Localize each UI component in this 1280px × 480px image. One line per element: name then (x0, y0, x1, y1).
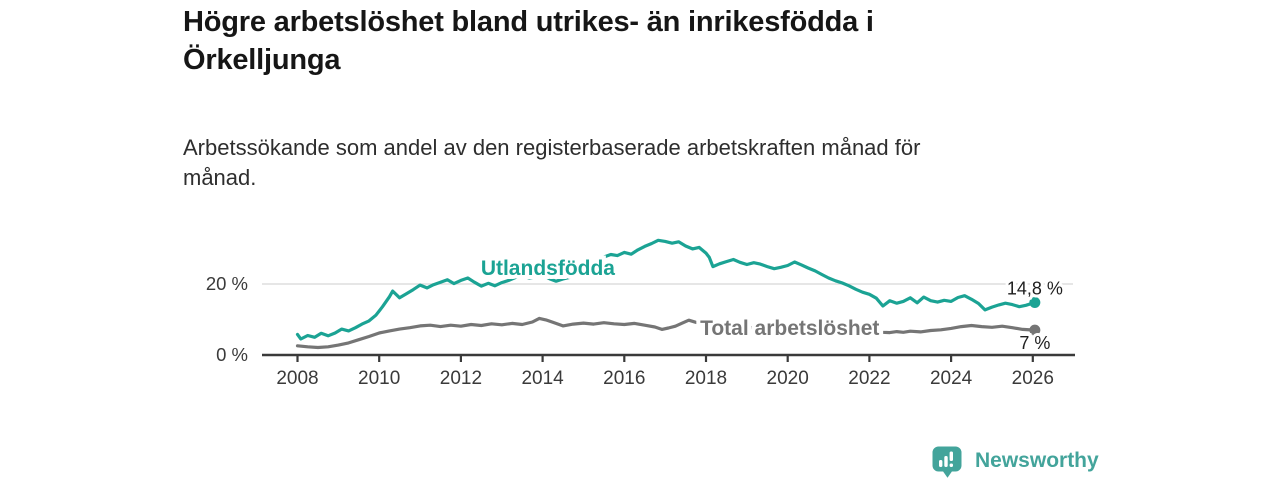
chart-subtitle-line-2: månad. (183, 165, 257, 190)
chart-subtitle: Arbetssökande som andel av den registerb… (183, 133, 1083, 193)
newsworthy-wordmark: Newsworthy (975, 449, 1099, 472)
series-end-dot (1029, 296, 1041, 308)
x-tick-label: 2012 (440, 368, 482, 389)
x-tick-label: 2020 (767, 368, 809, 389)
chart-title-line-2: Örkelljunga (183, 44, 341, 76)
x-tick-label: 2022 (848, 368, 890, 389)
chart-title-line-1: Högre arbetslöshet bland utrikes- än inr… (183, 6, 874, 38)
newsworthy-bar-chart-icon (932, 446, 962, 478)
x-tick-label: 2026 (1012, 368, 1054, 389)
y-tick-label: 20 % (206, 273, 248, 294)
series-name-label: Utlandsfödda (481, 257, 615, 280)
series-end-value-label: 7 % (1019, 333, 1050, 353)
x-tick-label: 2024 (930, 368, 973, 389)
series-line-utlandsfodda (295, 238, 1037, 341)
x-tick-label: 2016 (603, 368, 645, 389)
x-tick-label: 2014 (521, 368, 564, 389)
y-tick-label: 0 % (216, 344, 248, 365)
x-tick-label: 2018 (685, 368, 727, 389)
chart-title: Högre arbetslöshet bland utrikes- än inr… (183, 3, 1083, 79)
x-tick-label: 2010 (358, 368, 400, 389)
chart-subtitle-line-1: Arbetssökande som andel av den registerb… (183, 135, 921, 160)
series-end-dot (1029, 324, 1041, 336)
x-tick-label: 2008 (276, 368, 318, 389)
series-line-total-arbetsloshet (295, 316, 1037, 350)
newsworthy-logo[interactable]: Newsworthy (929, 442, 1099, 480)
series-end-value-label: 14,8 % (1007, 278, 1063, 298)
series-name-label: Total arbetslöshet (700, 317, 879, 340)
